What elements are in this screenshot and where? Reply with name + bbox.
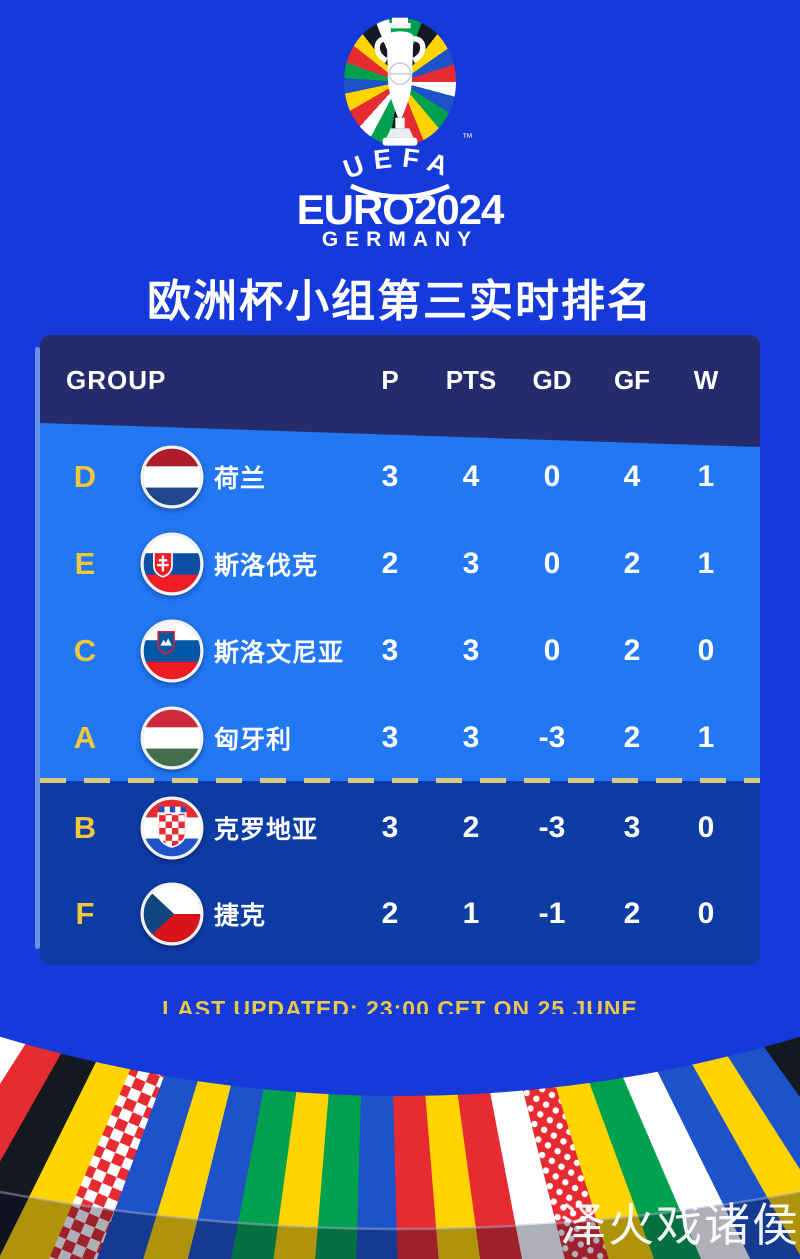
stat-goal-difference: -1	[538, 897, 566, 930]
stat-goal-difference: -3	[538, 720, 566, 754]
team-name: 斯洛伐克	[214, 551, 319, 580]
column-header-group: GROUP	[66, 364, 167, 395]
column-header-wins: W	[693, 364, 719, 395]
stat-played: 2	[381, 546, 399, 580]
stat-points: 2	[462, 811, 480, 844]
henri-delaunay-trophy-icon	[374, 17, 426, 146]
stat-played: 3	[381, 633, 399, 667]
group-letter: A	[73, 719, 97, 755]
stat-played: 3	[381, 811, 399, 844]
group-letter: C	[73, 632, 97, 668]
hungary-flag-icon	[140, 706, 204, 769]
third-place-standings-table: GROUP P PTS GD GF W D	[35, 335, 760, 965]
stat-goals-for: 4	[623, 459, 641, 493]
stat-points: 3	[462, 633, 480, 667]
group-letter: E	[74, 545, 96, 581]
table-row-group-a: A 匈牙利 3 3 -3 2 1	[40, 694, 760, 781]
stat-wins: 0	[697, 811, 715, 844]
flags-fan-decoration	[0, 1014, 800, 1259]
stat-goal-difference: -3	[538, 811, 566, 844]
netherlands-flag-icon	[140, 445, 204, 508]
team-name: 克罗地亚	[214, 816, 319, 844]
stat-goals-for: 2	[623, 546, 641, 580]
stat-wins: 0	[697, 633, 715, 667]
column-header-goals-for: GF	[613, 364, 651, 395]
slovakia-flag-icon	[140, 532, 204, 595]
column-header-played: P	[381, 364, 399, 395]
team-name: 捷克	[214, 902, 267, 930]
stat-points: 1	[462, 897, 480, 930]
stat-goals-for: 3	[623, 811, 641, 844]
stat-played: 3	[381, 459, 399, 493]
stat-points: 4	[462, 459, 480, 493]
group-letter: B	[73, 810, 97, 845]
team-name: 匈牙利	[214, 725, 293, 754]
page-title: 欧洲杯小组第三实时排名	[147, 277, 653, 326]
table-row-group-d: D 荷兰 3 4 0 4 1	[40, 433, 760, 520]
stat-played: 2	[381, 897, 399, 930]
stat-wins: 1	[697, 459, 715, 493]
stat-wins: 0	[697, 897, 715, 930]
team-name: 荷兰	[214, 464, 267, 493]
croatia-flag-icon	[140, 796, 204, 860]
table-row-group-c: C 斯洛文尼亚	[40, 607, 760, 694]
stat-played: 3	[381, 720, 399, 754]
slovenia-flag-icon	[140, 619, 204, 682]
column-header-goal-difference: GD	[532, 364, 572, 395]
watermark-text: 泽火戏诸侯	[560, 1198, 800, 1252]
trademark-symbol: ™	[462, 132, 473, 144]
stat-wins: 1	[697, 546, 715, 580]
stat-goals-for: 2	[623, 633, 641, 667]
table-row-group-b: B	[40, 785, 760, 871]
svg-text:UEFA: UEFA	[339, 146, 460, 185]
stat-points: 3	[462, 546, 480, 580]
qualification-cutoff-dashed-line	[40, 778, 760, 783]
uefa-arched-wordmark: UEFA	[339, 146, 460, 198]
eliminated-zone-section: B	[40, 781, 760, 965]
table-row-group-f: F 捷克 2 1 -1 2	[40, 871, 760, 957]
group-letter: F	[75, 896, 95, 931]
czech-flag-icon	[140, 882, 204, 946]
stat-goals-for: 2	[623, 720, 641, 754]
stat-wins: 1	[697, 720, 715, 754]
germany-wordmark: GERMANY	[321, 228, 479, 251]
stat-goal-difference: 0	[543, 633, 561, 667]
uefa-euro2024-logo: ™ UEFA EURO2024 GERMANY	[0, 0, 800, 260]
team-name: 斯洛文尼亚	[214, 638, 345, 667]
stat-goal-difference: 0	[543, 546, 561, 580]
table-row-group-e: E 斯洛伐克	[40, 520, 760, 607]
stat-goals-for: 2	[623, 897, 641, 930]
column-header-points: PTS	[445, 364, 497, 395]
stat-goal-difference: 0	[543, 459, 561, 493]
qualified-zone-section: D 荷兰 3 4 0 4 1	[40, 423, 760, 781]
stat-points: 3	[462, 720, 480, 754]
group-letter: D	[73, 458, 97, 494]
euro2024-wordmark: EURO2024	[296, 186, 505, 233]
